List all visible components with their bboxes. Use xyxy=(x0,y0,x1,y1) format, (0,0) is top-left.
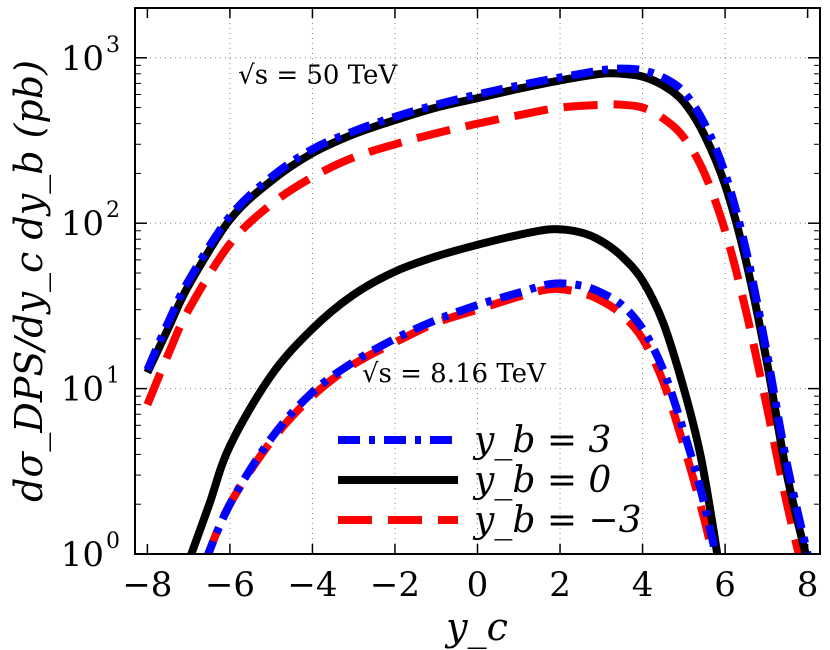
legend: y_b = 3y_b = 0y_b = −3 xyxy=(338,420,642,541)
x-tick-label: 8 xyxy=(797,565,819,605)
series-group xyxy=(143,64,812,554)
y-axis-label: dσ_DPS/dy_c dy_b (pb) xyxy=(7,60,52,502)
series-line-5 xyxy=(203,284,717,554)
series-line-2 xyxy=(143,100,803,554)
x-tick-label: −6 xyxy=(205,565,255,605)
x-tick-label: −2 xyxy=(370,565,420,605)
annotations: √s = 50 TeV √s = 8.16 TeV xyxy=(238,60,547,388)
y-tick-label: 10 xyxy=(61,39,104,79)
legend-label-0: y_b = 3 xyxy=(472,420,611,461)
y-tick-exponent: 3 xyxy=(106,33,120,58)
annotation-0: √s = 50 TeV xyxy=(238,60,398,90)
y-tick-exponent: 0 xyxy=(106,529,120,554)
x-tick-label: 0 xyxy=(467,565,489,605)
legend-label-1: y_b = 0 xyxy=(472,460,611,501)
y-tick-label: 10 xyxy=(61,370,104,410)
x-tick-label: 6 xyxy=(714,565,736,605)
x-tick-label: −4 xyxy=(287,565,337,605)
y-tick-label: 10 xyxy=(61,204,104,244)
annotation-1: √s = 8.16 TeV xyxy=(362,359,547,389)
series-line-0 xyxy=(143,64,812,554)
x-tick-label: 4 xyxy=(632,565,654,605)
series-line-3 xyxy=(203,279,720,554)
y-tick-exponent: 1 xyxy=(106,364,120,389)
y-tick-label: 10 xyxy=(61,535,104,575)
y-tick-exponent: 2 xyxy=(106,198,120,223)
x-tick-label: −8 xyxy=(122,565,172,605)
series-line-4 xyxy=(187,225,722,554)
legend-label-2: y_b = −3 xyxy=(472,500,642,541)
x-tick-label: 2 xyxy=(549,565,571,605)
x-axis-label: y_c xyxy=(444,605,508,650)
